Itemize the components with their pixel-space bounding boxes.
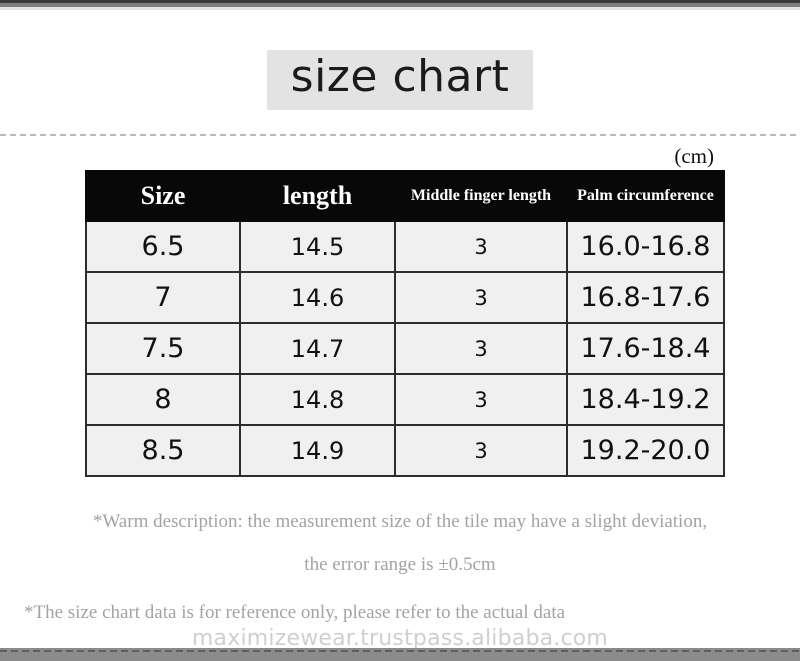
- cell-length: 14.9: [239, 424, 396, 477]
- dashed-divider: [0, 134, 800, 136]
- reference-note: *The size chart data is for reference on…: [24, 602, 566, 623]
- page-title: size chart: [266, 50, 534, 111]
- cell-palm-circumference: 18.4-19.2: [566, 373, 725, 426]
- cell-palm-circumference: 16.8-17.6: [566, 271, 725, 324]
- cell-middle-finger-length: 3: [394, 322, 568, 375]
- cell-size: 6.5: [85, 220, 241, 273]
- cell-length: 14.5: [239, 220, 396, 273]
- table-row: 7.5 14.7 3 17.6-18.4: [85, 322, 725, 375]
- watermark: maximizewear.trustpass.alibaba.com: [191, 626, 609, 651]
- cell-palm-circumference: 17.6-18.4: [566, 322, 725, 375]
- cell-palm-circumference: 16.0-16.8: [566, 220, 725, 273]
- table-header-row: Size length Middle finger length Palm ci…: [85, 170, 725, 222]
- cell-length: 14.8: [239, 373, 396, 426]
- bottom-edge-dashes: [0, 650, 800, 652]
- size-chart-table: Size length Middle finger length Palm ci…: [85, 170, 725, 477]
- unit-label: (cm): [674, 144, 714, 168]
- column-header-length: length: [239, 170, 396, 222]
- column-header-palm-circumference: Palm circumference: [566, 170, 725, 222]
- top-edge-fade: [0, 7, 800, 10]
- top-edge-band: [0, 0, 800, 7]
- cell-middle-finger-length: 3: [394, 220, 568, 273]
- cell-middle-finger-length: 3: [394, 373, 568, 426]
- warm-description-line-1: *Warm description: the measurement size …: [92, 511, 708, 532]
- cell-size: 7: [85, 271, 241, 324]
- title-container: size chart: [0, 50, 800, 111]
- table-row: 8.5 14.9 3 19.2-20.0: [85, 424, 725, 477]
- table-row: 8 14.8 3 18.4-19.2: [85, 373, 725, 426]
- cell-size: 7.5: [85, 322, 241, 375]
- cell-length: 14.7: [239, 322, 396, 375]
- column-header-size: Size: [85, 170, 241, 222]
- table-row: 7 14.6 3 16.8-17.6: [85, 271, 725, 324]
- column-header-middle-finger-length: Middle finger length: [394, 170, 568, 222]
- cell-size: 8.5: [85, 424, 241, 477]
- cell-palm-circumference: 19.2-20.0: [566, 424, 725, 477]
- warm-description-line-2: the error range is ±0.5cm: [304, 554, 496, 575]
- cell-middle-finger-length: 3: [394, 424, 568, 477]
- cell-length: 14.6: [239, 271, 396, 324]
- table-header: Size length Middle finger length Palm ci…: [85, 170, 725, 222]
- cell-middle-finger-length: 3: [394, 271, 568, 324]
- table-body: 6.5 14.5 3 16.0-16.8 7 14.6 3 16.8-17.6 …: [85, 220, 725, 477]
- cell-size: 8: [85, 373, 241, 426]
- table-row: 6.5 14.5 3 16.0-16.8: [85, 220, 725, 273]
